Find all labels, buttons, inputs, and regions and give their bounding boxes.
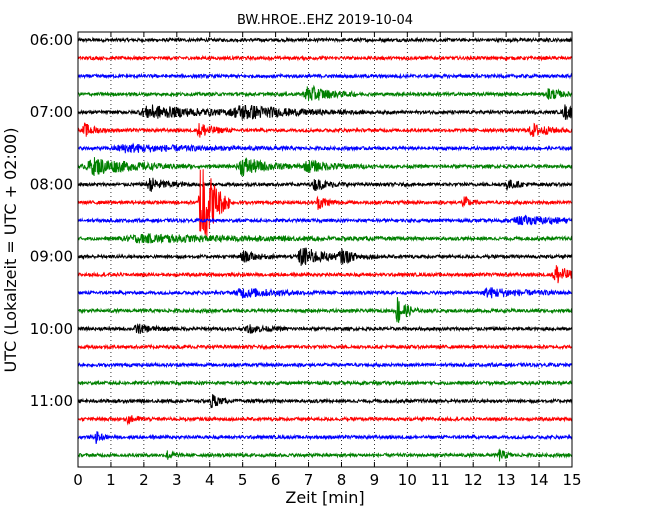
x-tick-label: 7 — [304, 471, 314, 489]
plot-frame — [77, 31, 573, 468]
seismic-trace — [77, 214, 573, 226]
x-tick-label: 12 — [464, 471, 483, 489]
seismic-trace — [77, 72, 573, 80]
seismic-trace — [77, 157, 573, 177]
y-tick-label: 07:00 — [30, 103, 73, 121]
seismic-trace — [77, 177, 573, 192]
x-ticks: 0 1 2 3 4 5 6 7 8 9 10 11 12 13 14 15 — [73, 32, 582, 489]
seismic-trace — [77, 286, 573, 299]
x-tick-label: 2 — [139, 471, 149, 489]
x-tick-label: 13 — [497, 471, 516, 489]
y-tick-label: 06:00 — [30, 31, 73, 49]
seismic-trace — [77, 431, 573, 444]
seismic-trace — [77, 379, 573, 387]
y-tick-label: 11:00 — [30, 392, 73, 410]
seismic-trace — [77, 361, 573, 369]
y-axis-label: UTC (Lokalzeit = UTC + 02:00) — [1, 128, 20, 373]
seismic-trace — [77, 265, 573, 284]
y-tick-label: 09:00 — [30, 248, 73, 266]
seismic-trace — [77, 394, 573, 409]
x-tick-label: 1 — [106, 471, 116, 489]
x-tick-label: 8 — [337, 471, 347, 489]
seismic-trace — [77, 122, 573, 138]
x-tick-label: 14 — [530, 471, 549, 489]
seismic-trace — [77, 54, 573, 62]
seismic-trace — [77, 104, 573, 120]
trace-layer — [77, 36, 573, 462]
x-tick-label: 4 — [205, 471, 215, 489]
x-tick-label: 15 — [562, 471, 581, 489]
x-tick-label: 10 — [398, 471, 417, 489]
seismic-trace — [77, 323, 573, 334]
x-tick-label: 0 — [73, 471, 83, 489]
seismic-trace — [77, 247, 573, 266]
seismic-trace — [77, 142, 573, 154]
seismic-trace — [77, 343, 573, 351]
seismic-trace — [77, 415, 573, 426]
x-tick-label: 9 — [370, 471, 380, 489]
seismic-trace — [77, 84, 573, 102]
chart-title: BW.HROE..EHZ 2019-10-04 — [237, 13, 413, 28]
axes — [77, 31, 573, 468]
y-tick-label: 10:00 — [30, 320, 73, 338]
seismic-trace — [77, 232, 573, 245]
x-tick-label: 3 — [172, 471, 182, 489]
seismic-trace — [77, 36, 573, 44]
y-ticks: 06:00 07:00 08:00 09:00 10:00 11:00 — [30, 31, 572, 410]
x-axis-label: Zeit [min] — [285, 488, 364, 507]
seismic-trace — [77, 169, 573, 239]
grid-lines — [110, 32, 540, 467]
seismic-trace — [77, 448, 573, 462]
x-tick-label: 6 — [271, 471, 281, 489]
x-tick-label: 11 — [431, 471, 450, 489]
x-tick-label: 5 — [238, 471, 248, 489]
y-tick-label: 08:00 — [30, 175, 73, 193]
seismic-trace — [77, 297, 573, 323]
